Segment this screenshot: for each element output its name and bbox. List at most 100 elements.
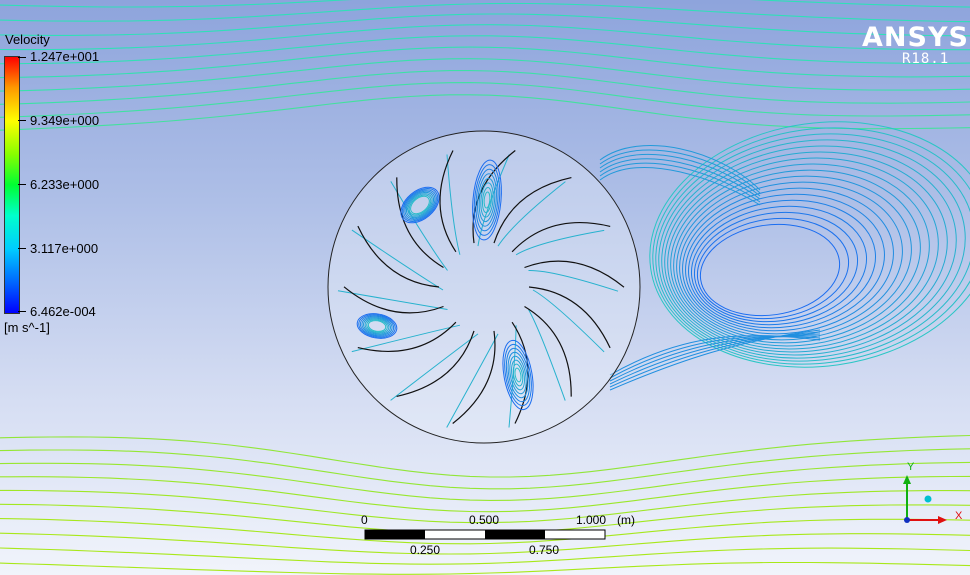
vortex-loop [401,188,439,222]
vortex-loop [366,319,388,333]
rotor-blade [343,286,444,314]
vortex-loop [505,347,531,403]
vortex-loop [408,194,432,216]
vortex-loop [509,355,527,395]
legend-color-bar [4,56,20,314]
wake-loop [661,145,957,356]
wake-loop [667,157,939,350]
wake-line [609,331,821,388]
vortex-loop [475,168,499,232]
streamline [0,2,970,23]
vortex-loop [477,173,497,227]
legend-label: 3.117e+000 [30,241,99,256]
rotor-streamline [390,181,448,271]
wake-loop [679,181,903,338]
wake-loop [699,223,841,317]
legend-title: Velocity [5,32,50,47]
vortex-loop [359,315,395,337]
streamline [0,82,970,118]
rotor-streamline [528,309,566,401]
rotor-streamline [351,324,461,353]
wake-line [609,335,821,376]
vortex-loop [473,164,501,236]
streamline [0,448,970,490]
streamline [0,434,970,478]
streamline [0,475,970,513]
blade-vortices [356,159,534,411]
vortex-loop [405,191,435,219]
vortex-loop [410,195,430,215]
legend-tick [18,248,26,249]
axis-x-label: X [955,510,963,522]
scale-label: 0.250 [410,543,441,557]
vortex-loop [512,363,524,387]
streamline [0,13,970,37]
vortex-loop [367,320,387,332]
rotor-streamline [390,333,479,401]
streamline [0,532,970,555]
wake-loop [696,217,850,320]
wake-line [609,335,821,382]
vortex-loop [480,182,494,218]
streamline [0,46,970,79]
legend-label-min: 6.462e-004 [30,304,96,319]
rotor-blade [396,330,475,397]
vortex-loop [507,351,529,399]
vortex-loop [478,177,496,223]
legend-label: 6.233e+000 [30,177,100,192]
vortex-loop [356,313,398,339]
vortex-loop [400,186,440,224]
rotor-blade [524,260,625,288]
legend-label: 9.349e+000 [30,113,100,128]
vortex-loop [363,317,391,335]
wake-line [599,166,761,206]
legend-label-max: 1.247e+001 [30,49,100,64]
scale-bar-segment [365,530,425,539]
scale-bar-segment [485,530,545,539]
legend-tick [18,120,26,121]
vortex-loop [407,193,433,217]
legend-tick [18,184,26,185]
rotor-boundary [327,130,641,444]
rotor-blade [528,286,611,349]
wake-loop [649,121,970,368]
vortex-loop [404,190,436,220]
streamline [0,24,970,51]
vortex-loop [361,316,393,336]
wake-loop [664,151,948,353]
streamline [0,461,970,501]
streamline [0,94,970,131]
rotor-streamline [508,325,517,428]
ansys-logo: ANSYS [862,22,969,53]
rotor-blade [357,321,457,353]
rotor-streamline [477,154,510,247]
rotor-streamline [515,229,605,256]
rotor-internal-streamlines [337,154,619,428]
vortex-loop [514,367,522,383]
legend-tick [18,57,26,58]
wake-loop [688,199,876,329]
rotor-blade [511,221,611,253]
streamline [0,489,970,524]
wake-line [599,145,761,191]
vortex-loop [511,359,525,391]
ansys-version: R18.1 [902,51,950,67]
vortex-loop [358,314,396,338]
streamline [0,547,970,565]
vortex-loop [403,189,437,221]
wake-loop [652,127,970,365]
wake-loop [670,163,930,347]
wake-line [609,335,821,379]
wake-loop [673,169,921,344]
wake-line [599,149,761,194]
wake-line [609,333,821,385]
rotor-blade [524,305,572,397]
wake-loop [685,193,885,332]
scale-label: 1.000 [576,513,607,527]
streamline [0,70,970,105]
